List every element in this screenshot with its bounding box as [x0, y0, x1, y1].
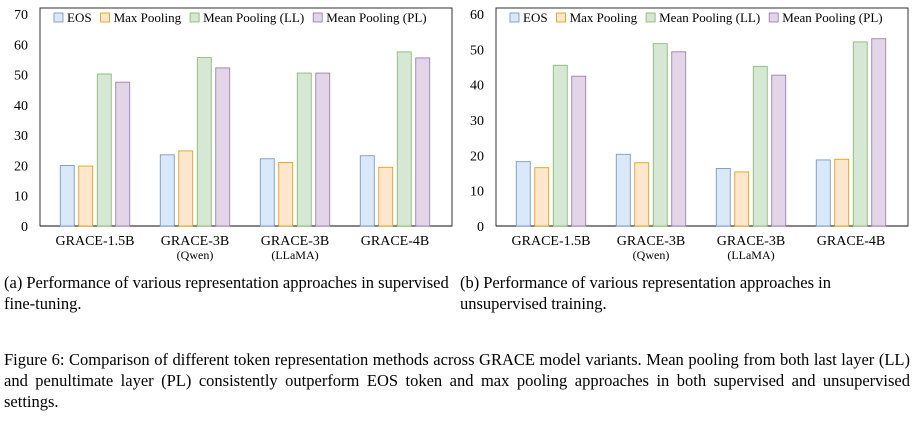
- bar-max-pooling-1: [78, 165, 94, 227]
- bar-eos-1: [515, 161, 531, 227]
- legend: EOS Max Pooling Mean Pooling (LL) Mean Pool…: [53, 10, 427, 25]
- bar-max-pooling-2: [178, 150, 194, 227]
- bar-max-pooling-2: [634, 162, 650, 227]
- y-tick-label: 30: [470, 114, 484, 129]
- bar-max-pooling-4: [834, 158, 850, 227]
- y-tick-label: 70: [14, 8, 28, 23]
- legend-label: EOS: [523, 10, 548, 25]
- y-tick-label: 20: [470, 149, 484, 164]
- legend: EOS Max Pooling Mean Pooling (LL) Mean Pool…: [509, 10, 883, 25]
- bar-mean-pooling-ll-3: [296, 72, 312, 227]
- legend-swatch: [645, 12, 656, 23]
- bar-mean-pooling-pl-2: [671, 51, 687, 227]
- x-tick-sublabel: (LLaMA): [727, 248, 774, 262]
- x-tick-label: GRACE-1.5B: [56, 234, 135, 249]
- bar-mean-pooling-pl-1: [115, 81, 131, 227]
- legend-label: Max Pooling: [570, 10, 638, 25]
- y-tick-label: 50: [14, 69, 28, 84]
- chart-panel-unsupervised: 0 10 20 30 40 50 60 GRACE-1.5B GRACE-3B (Qwen) GRA…: [456, 0, 912, 272]
- x-tick-label: GRACE-4B: [361, 234, 429, 249]
- bar-mean-pooling-pl-2: [215, 67, 231, 227]
- bar-mean-pooling-ll-1: [96, 73, 112, 227]
- y-tick-label: 20: [14, 159, 28, 174]
- y-tick-label: 50: [470, 43, 484, 58]
- y-tick-label: 10: [470, 185, 484, 200]
- x-tick-label: GRACE-3B: [161, 234, 229, 249]
- bar-eos-3: [259, 158, 275, 227]
- x-tick-sublabel: (Qwen): [177, 248, 214, 262]
- legend-label: Mean Pooling (LL): [203, 10, 304, 25]
- y-tick-label: 60: [470, 8, 484, 23]
- y-tick-label: 10: [14, 190, 28, 205]
- y-tick-label: 40: [470, 79, 484, 94]
- legend-swatch: [509, 12, 520, 23]
- bar-mean-pooling-ll-2: [196, 57, 212, 227]
- bar-eos-4: [815, 159, 831, 227]
- bar-mean-pooling-ll-2: [652, 43, 668, 227]
- bar-eos-2: [615, 153, 631, 227]
- x-tick-label: GRACE-3B: [261, 234, 329, 249]
- bar-mean-pooling-ll-3: [752, 65, 768, 227]
- legend-swatch: [768, 12, 779, 23]
- bar-eos-4: [359, 155, 375, 227]
- chart-panel-supervised: 0 10 20 30 40 50 60 70 GRACE-1.5B GRACE-3B (Qwen) G…: [0, 0, 456, 272]
- x-tick-label: GRACE-1.5B: [512, 234, 591, 249]
- bar-mean-pooling-pl-4: [871, 38, 887, 227]
- legend-label: EOS: [67, 10, 92, 25]
- y-tick-label: 0: [21, 220, 28, 235]
- subcaption-b-text: Performance of various representation ap…: [460, 273, 831, 313]
- legend-label: Mean Pooling (PL): [326, 10, 426, 25]
- subcaption-a-label: (a): [4, 273, 23, 292]
- bar-mean-pooling-pl-3: [315, 72, 331, 227]
- bar-max-pooling-3: [278, 161, 294, 227]
- bar-max-pooling-4: [378, 166, 394, 227]
- bar-eos-3: [715, 168, 731, 227]
- bar-mean-pooling-ll-4: [396, 51, 412, 227]
- x-tick-label: GRACE-3B: [617, 234, 685, 249]
- y-tick-label: 60: [14, 38, 28, 53]
- legend-swatch: [100, 12, 110, 23]
- y-tick-label: 40: [14, 99, 28, 114]
- subcaption-b: (b) Performance of various representation…: [460, 272, 908, 314]
- legend-swatch: [556, 12, 566, 23]
- bar-mean-pooling-pl-4: [415, 57, 431, 227]
- legend-label: Mean Pooling (PL): [782, 10, 882, 25]
- subcaption-a-text: Performance of various representation ap…: [4, 273, 449, 313]
- subcaption-b-label: (b): [460, 273, 480, 292]
- bar-max-pooling-3: [734, 171, 750, 227]
- subcaption-a: (a) Performance of various representation…: [4, 272, 452, 314]
- x-tick-sublabel: (LLaMA): [271, 248, 318, 262]
- legend-swatch: [312, 12, 323, 23]
- legend-label: Mean Pooling (LL): [659, 10, 760, 25]
- bar-mean-pooling-ll-4: [852, 41, 868, 227]
- x-tick-label: GRACE-3B: [717, 234, 785, 249]
- legend-label: Max Pooling: [114, 10, 182, 25]
- legend-swatch: [53, 12, 64, 23]
- bar-max-pooling-1: [534, 167, 550, 227]
- y-tick-label: 30: [14, 129, 28, 144]
- bar-eos-1: [59, 165, 75, 227]
- legend-swatch: [189, 12, 200, 23]
- x-tick-label: GRACE-4B: [817, 234, 885, 249]
- bar-mean-pooling-pl-3: [771, 74, 787, 227]
- bar-mean-pooling-pl-1: [571, 75, 587, 227]
- y-tick-label: 0: [477, 220, 484, 235]
- bar-mean-pooling-ll-1: [552, 64, 568, 227]
- x-tick-sublabel: (Qwen): [633, 248, 670, 262]
- bar-eos-2: [159, 154, 175, 227]
- figure-caption: Figure 6: Comparison of different token …: [4, 350, 910, 411]
